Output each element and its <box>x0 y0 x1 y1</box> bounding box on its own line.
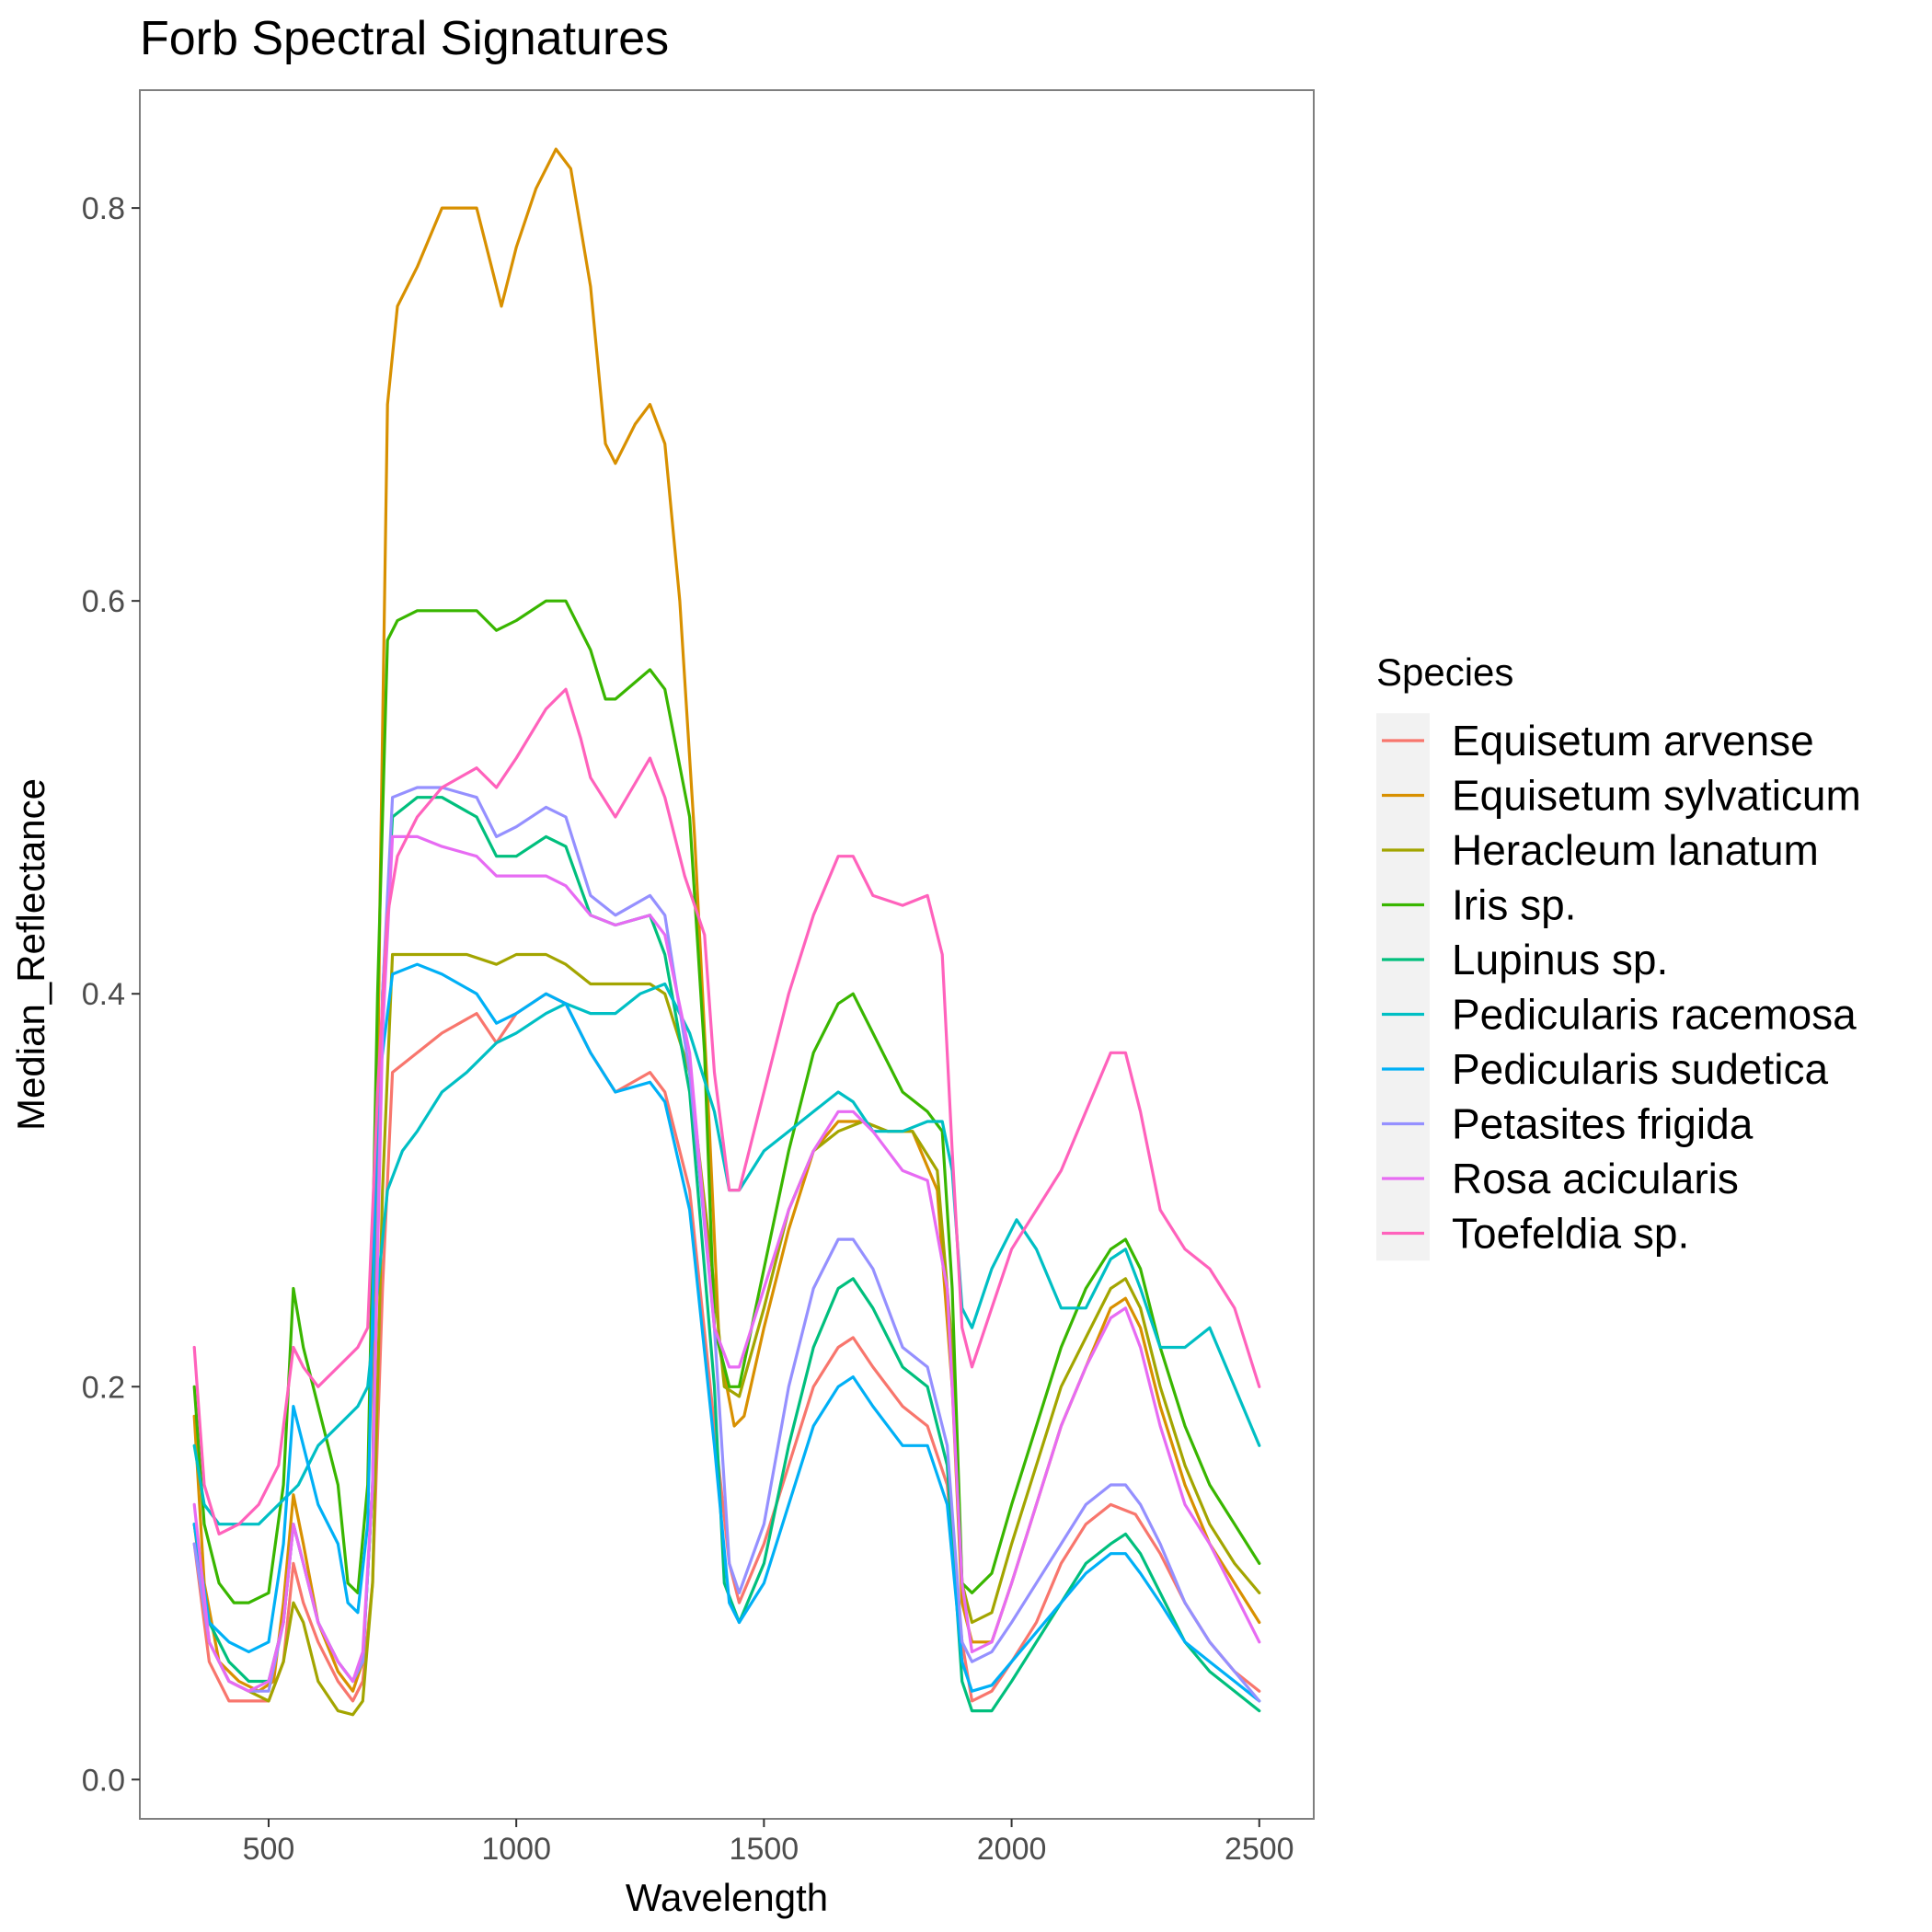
series-line-toefeldia-sp <box>192 687 1261 1535</box>
series-line-rosa-acicularis <box>192 834 1261 1693</box>
x-axis-title: Wavelength <box>626 1876 828 1919</box>
plot-panel <box>140 90 1314 1819</box>
x-tick-label: 500 <box>243 1832 295 1867</box>
series-line-iris-sp <box>192 599 1261 1604</box>
legend-label-equisetum-arvense: Equisetum arvense <box>1452 717 1814 765</box>
y-axis: 0.0 0.2 0.4 0.6 0.8 <box>82 191 140 1798</box>
legend-title: Species <box>1376 650 1513 694</box>
y-tick-label: 0.4 <box>82 977 125 1012</box>
legend-label-toefeldia-sp: Toefeldia sp. <box>1452 1210 1689 1258</box>
legend-label-pedicularis-racemosa: Pedicularis racemosa <box>1452 991 1857 1039</box>
y-tick-label: 0.2 <box>82 1370 125 1405</box>
x-tick-label: 1500 <box>730 1832 799 1867</box>
y-tick-label: 0.6 <box>82 584 125 619</box>
y-axis-title: Median_Reflectance <box>9 778 52 1131</box>
legend-label-rosa-acicularis: Rosa acicularis <box>1452 1155 1739 1202</box>
x-axis: 500 1000 1500 2000 2500 <box>243 1819 1294 1867</box>
legend-label-pedicularis-sudetica: Pedicularis sudetica <box>1452 1045 1829 1093</box>
y-tick-label: 0.8 <box>82 191 125 226</box>
x-tick-label: 1000 <box>481 1832 551 1867</box>
series-lines <box>192 147 1261 1717</box>
legend-label-petasites-frigida: Petasites frigida <box>1452 1100 1754 1148</box>
series-line-equisetum-arvense <box>192 992 1261 1703</box>
chart-title: Forb Spectral Signatures <box>140 12 670 65</box>
y-tick-label: 0.0 <box>82 1763 125 1798</box>
x-tick-label: 2500 <box>1225 1832 1294 1867</box>
legend-label-iris-sp: Iris sp. <box>1452 881 1576 929</box>
legend-label-lupinus-sp: Lupinus sp. <box>1452 936 1668 983</box>
legend: Species Equisetum arvense Equisetum sylva… <box>1376 650 1861 1261</box>
x-tick-label: 2000 <box>977 1832 1047 1867</box>
plot-border <box>139 89 1315 1820</box>
series-line-pedicularis-sudetica <box>192 962 1261 1703</box>
legend-label-equisetum-sylvaticum: Equisetum sylvaticum <box>1452 772 1861 820</box>
legend-key-background <box>1376 713 1430 1261</box>
legend-label-heracleum-lanatum: Heracleum lanatum <box>1452 826 1819 874</box>
